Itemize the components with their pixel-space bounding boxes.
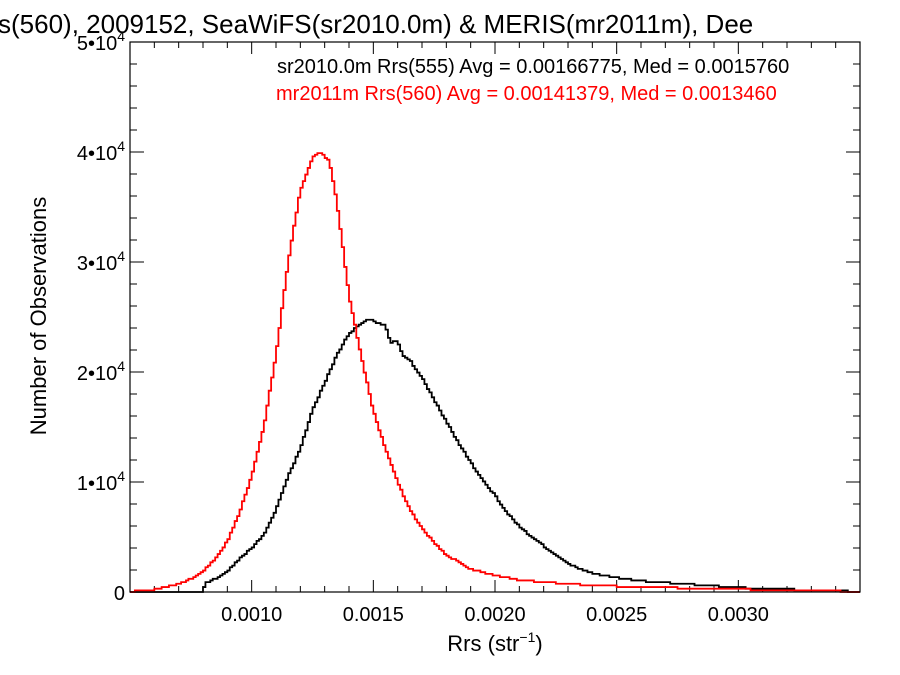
- x-tick-label: 0.0025: [586, 604, 647, 626]
- x-tick-label: 0.0020: [464, 604, 525, 626]
- x-axis-label-text: Rrs (str: [447, 631, 519, 656]
- y-tick-label: 1•104: [77, 468, 125, 495]
- x-axis-label-close: ): [535, 631, 542, 656]
- plot-frame: [129, 41, 861, 593]
- chart-title: s(560), 2009152, SeaWiFS(sr2010.0m) & ME…: [0, 9, 753, 39]
- x-tick-label: 0.0015: [343, 604, 404, 626]
- x-tick-label: 0.0030: [708, 604, 769, 626]
- legend-entry-1: sr2010.0m Rrs(555) Avg = 0.00166775, Med…: [277, 56, 789, 78]
- axis-ticks: 0.0010 0.0015 0.0020 0.0025 0.0030 0 1•104 2•10…: [77, 28, 861, 626]
- y-tick-label: 0: [114, 583, 125, 605]
- y-tick-label: 3•104: [77, 248, 125, 275]
- legend-entry-2: mr2011m Rrs(560) Avg = 0.00141379, Med =…: [276, 83, 777, 105]
- x-axis-label: Rrs (str−1): [447, 629, 542, 656]
- y-tick-label: 5•104: [77, 28, 125, 55]
- series-group: [130, 152, 860, 593]
- series-meris-line: [130, 152, 860, 593]
- y-tick-label: 4•104: [77, 138, 125, 165]
- x-axis-label-unit-exponent: −1: [519, 629, 535, 645]
- series-seawifs-line: [130, 318, 860, 593]
- x-tick-label: 0.0010: [221, 604, 282, 626]
- y-axis-label: Number of Observations: [26, 197, 51, 435]
- y-tick-label: 2•104: [77, 358, 125, 385]
